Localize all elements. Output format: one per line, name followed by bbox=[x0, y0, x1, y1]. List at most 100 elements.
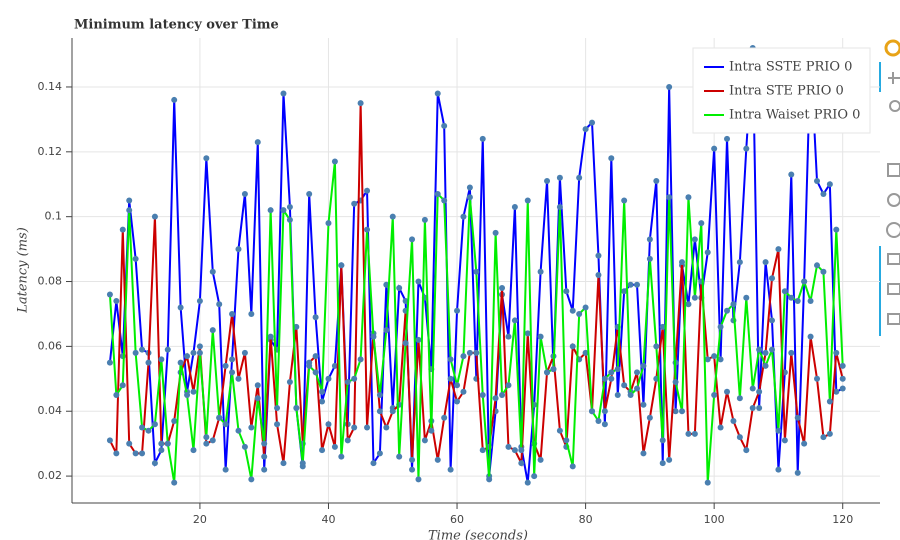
data-point bbox=[659, 437, 666, 444]
data-point bbox=[299, 460, 306, 467]
data-point bbox=[691, 430, 698, 437]
data-point bbox=[454, 307, 461, 314]
bokeh-logo[interactable] bbox=[884, 39, 900, 57]
data-point bbox=[312, 353, 319, 360]
data-point bbox=[775, 427, 782, 434]
data-point bbox=[261, 466, 268, 473]
data-point bbox=[511, 203, 518, 210]
data-point bbox=[184, 353, 191, 360]
data-point bbox=[717, 424, 724, 431]
data-point bbox=[151, 421, 158, 428]
help-tool[interactable] bbox=[886, 222, 900, 238]
hover-tool[interactable] bbox=[887, 253, 900, 265]
data-point bbox=[209, 437, 216, 444]
data-point bbox=[659, 460, 666, 467]
data-point bbox=[286, 203, 293, 210]
data-point bbox=[691, 236, 698, 243]
data-point bbox=[357, 100, 364, 107]
data-point bbox=[126, 440, 133, 447]
data-point bbox=[646, 414, 653, 421]
data-point bbox=[441, 197, 448, 204]
data-point bbox=[158, 447, 165, 454]
data-point bbox=[338, 262, 345, 269]
data-point bbox=[312, 314, 319, 321]
data-point bbox=[158, 440, 165, 447]
data-point bbox=[569, 343, 576, 350]
data-point bbox=[319, 388, 326, 395]
data-point bbox=[344, 437, 351, 444]
data-point bbox=[589, 408, 596, 415]
data-point bbox=[640, 362, 647, 369]
data-point bbox=[331, 158, 338, 165]
save-tool[interactable] bbox=[887, 163, 900, 177]
data-point bbox=[743, 447, 750, 454]
data-point bbox=[421, 437, 428, 444]
data-point bbox=[679, 259, 686, 266]
data-point bbox=[267, 207, 274, 214]
data-point bbox=[781, 437, 788, 444]
data-point bbox=[312, 369, 319, 376]
data-point bbox=[556, 427, 563, 434]
data-point bbox=[164, 440, 171, 447]
data-point bbox=[248, 310, 255, 317]
pan-tool[interactable] bbox=[888, 72, 900, 84]
data-point bbox=[640, 450, 647, 457]
data-point bbox=[151, 213, 158, 220]
data-point bbox=[537, 268, 544, 275]
hover-tool[interactable] bbox=[887, 313, 900, 325]
data-point bbox=[608, 369, 615, 376]
data-point bbox=[196, 297, 203, 304]
data-point bbox=[756, 346, 763, 353]
data-point bbox=[762, 362, 769, 369]
data-point bbox=[479, 392, 486, 399]
data-point bbox=[582, 304, 589, 311]
x-tick-label: 120 bbox=[832, 513, 853, 526]
data-point bbox=[685, 194, 692, 201]
zoom-tool[interactable] bbox=[889, 100, 900, 112]
data-point bbox=[364, 424, 371, 431]
data-point bbox=[447, 466, 454, 473]
data-point bbox=[132, 349, 139, 356]
data-point bbox=[511, 447, 518, 454]
data-point bbox=[531, 473, 538, 480]
data-point bbox=[177, 304, 184, 311]
data-point bbox=[216, 301, 223, 308]
data-point bbox=[209, 268, 216, 275]
data-point bbox=[601, 408, 608, 415]
data-point bbox=[807, 297, 814, 304]
data-point bbox=[762, 259, 769, 266]
data-point bbox=[826, 398, 833, 405]
data-point bbox=[171, 417, 178, 424]
data-point bbox=[402, 340, 409, 347]
reset-tool[interactable] bbox=[887, 193, 900, 207]
data-point bbox=[106, 437, 113, 444]
data-point bbox=[338, 453, 345, 460]
data-point bbox=[839, 375, 846, 382]
data-point bbox=[589, 119, 596, 126]
data-point bbox=[518, 460, 525, 467]
data-point bbox=[621, 197, 628, 204]
data-point bbox=[537, 333, 544, 340]
legend-label: Intra Waiset PRIO 0 bbox=[729, 108, 860, 123]
data-point bbox=[634, 369, 641, 376]
data-point bbox=[595, 272, 602, 279]
data-point bbox=[139, 346, 146, 353]
data-point bbox=[415, 336, 422, 343]
data-point bbox=[576, 174, 583, 181]
data-point bbox=[409, 466, 416, 473]
x-tick-label: 60 bbox=[450, 513, 464, 526]
data-point bbox=[711, 353, 718, 360]
data-point bbox=[769, 317, 776, 324]
y-tick-label: 0.06 bbox=[38, 339, 63, 352]
data-point bbox=[595, 417, 602, 424]
data-point bbox=[582, 349, 589, 356]
data-point bbox=[415, 278, 422, 285]
data-point bbox=[601, 375, 608, 382]
y-tick-label: 0.14 bbox=[38, 80, 63, 93]
data-point bbox=[749, 404, 756, 411]
data-point bbox=[505, 443, 512, 450]
hover-tool[interactable] bbox=[887, 283, 900, 295]
data-point bbox=[781, 288, 788, 295]
data-point bbox=[145, 359, 152, 366]
data-point bbox=[614, 392, 621, 399]
